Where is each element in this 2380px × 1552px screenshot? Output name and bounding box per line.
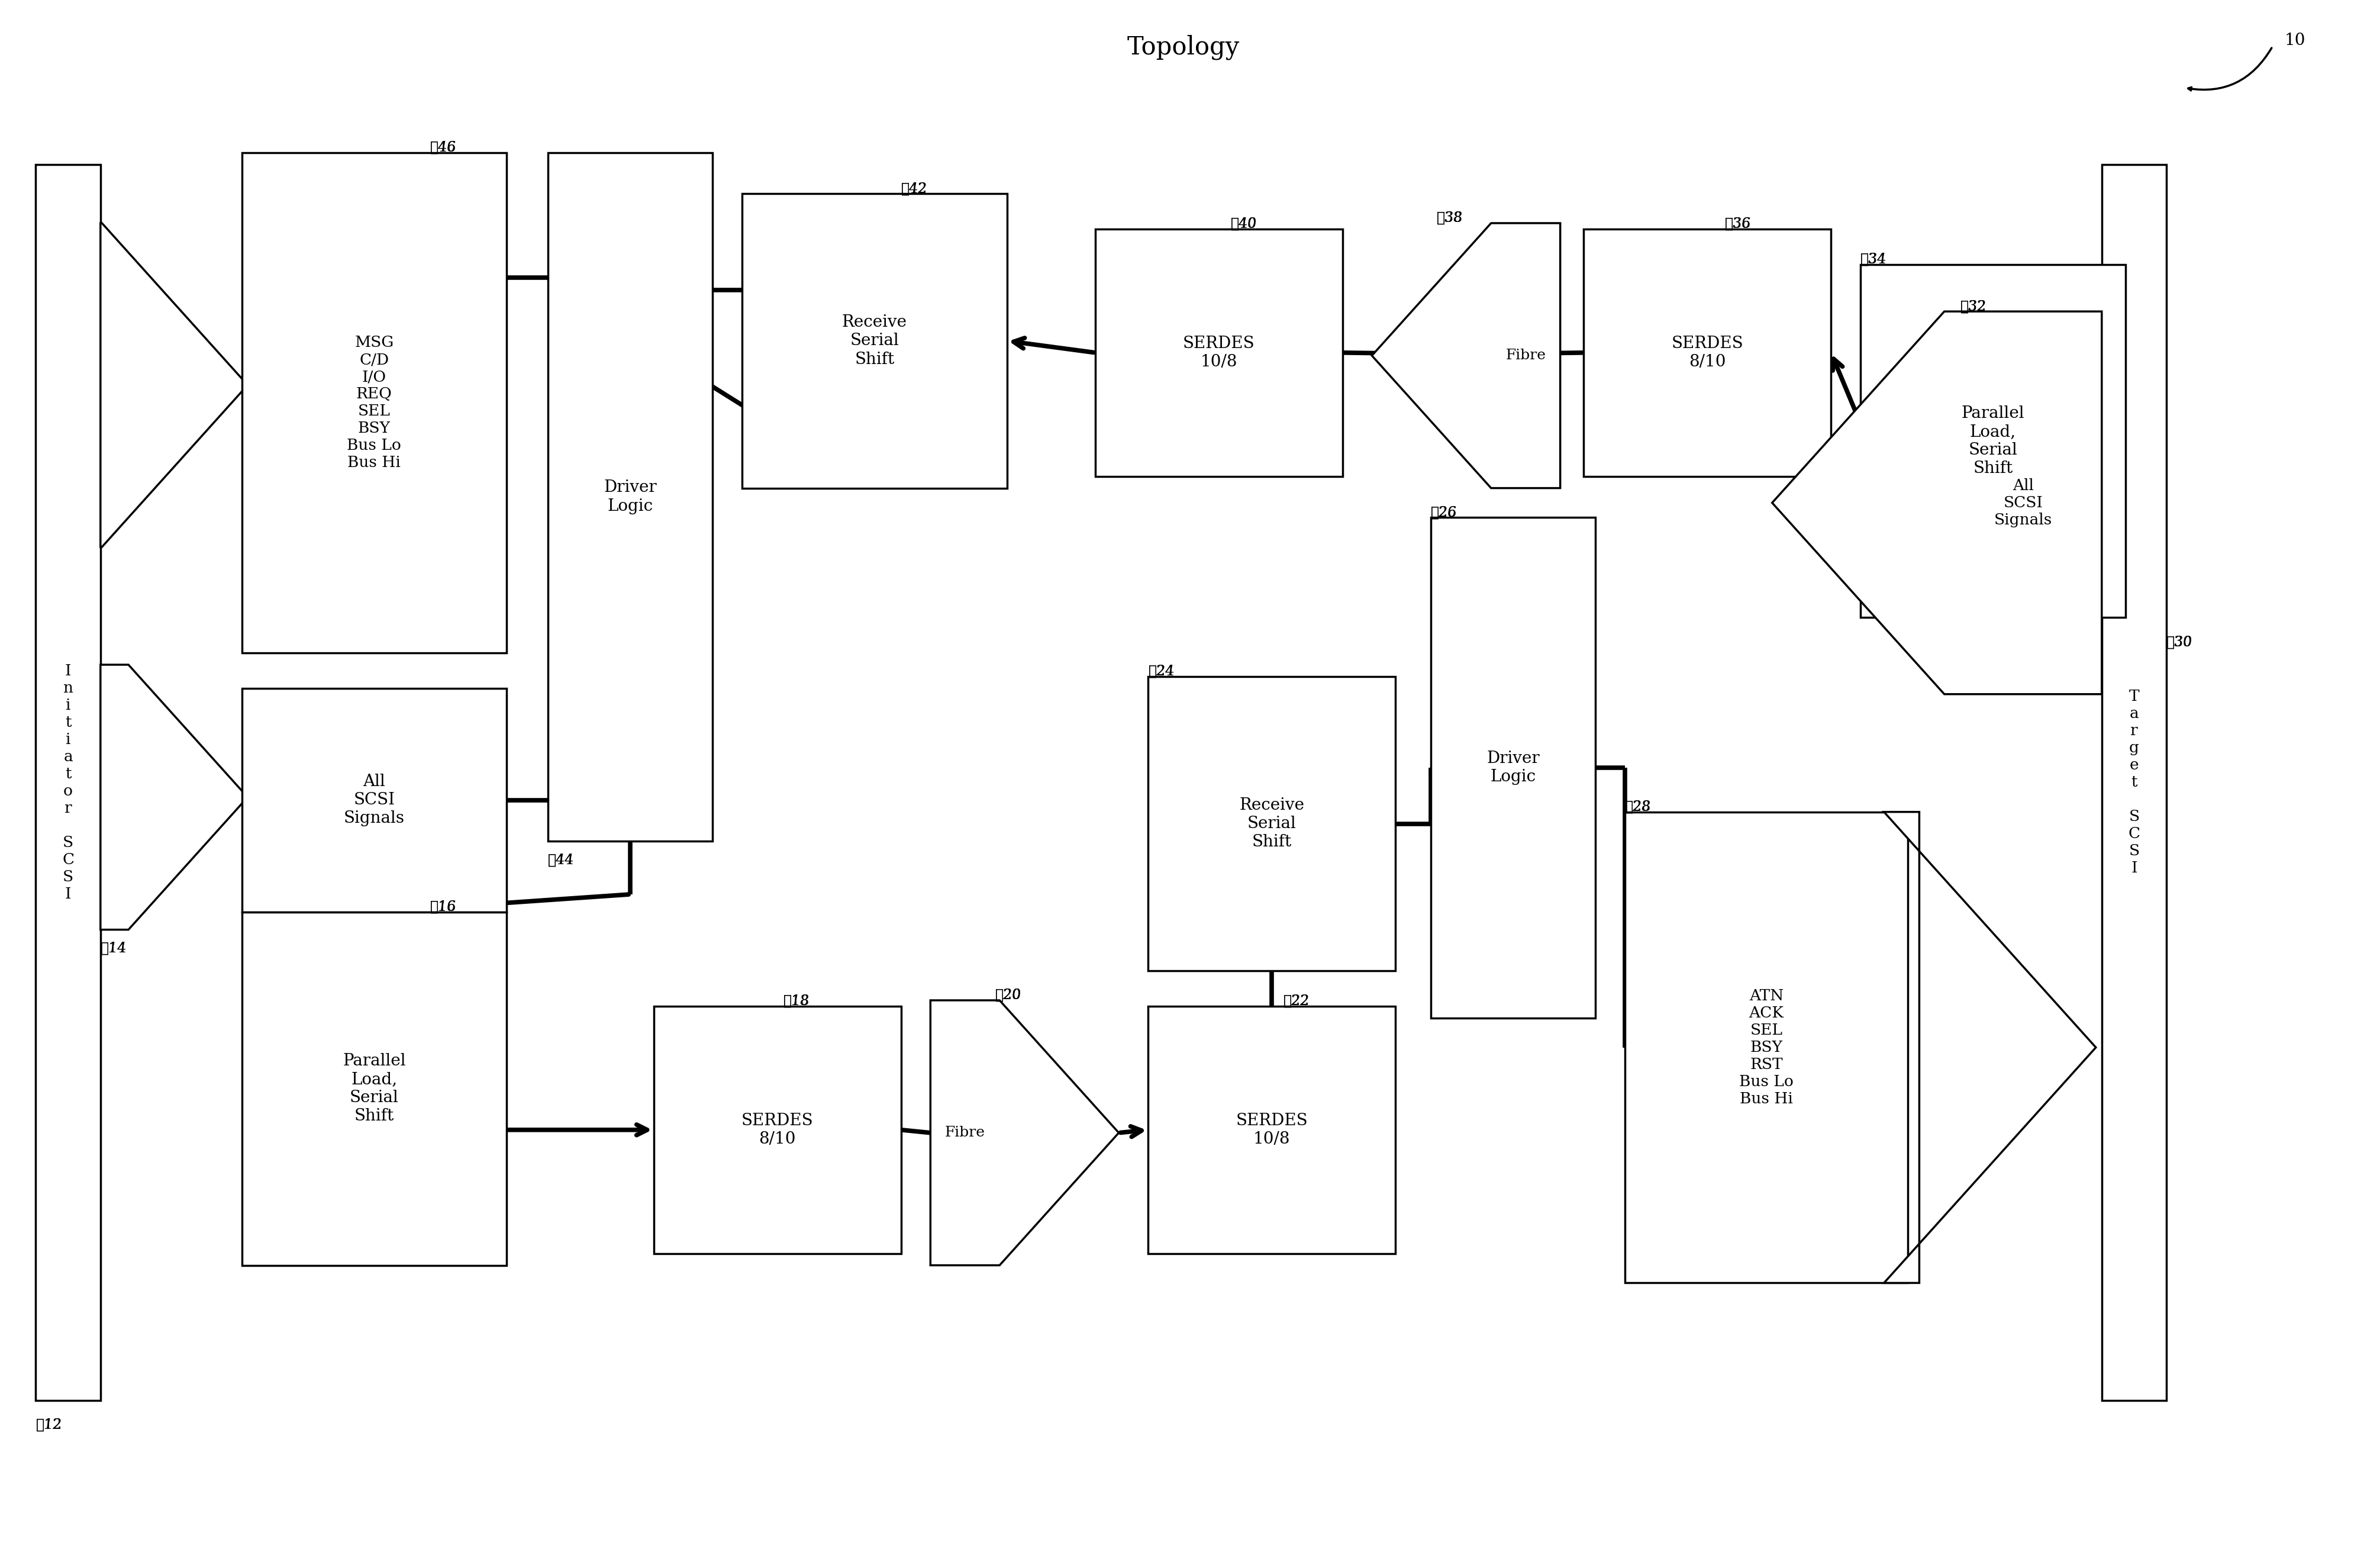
FancyBboxPatch shape [1626,812,1906,1284]
Text: ⎰36: ⎰36 [1725,217,1752,231]
Text: I
n
i
t
i
a
t
o
r
 
S
C
S
I: I n i t i a t o r S C S I [62,664,74,902]
Text: ⎰38: ⎰38 [1438,211,1464,225]
FancyBboxPatch shape [36,165,100,1401]
Text: ⎰42: ⎰42 [902,182,928,196]
FancyBboxPatch shape [1095,230,1342,476]
Text: Parallel
Load,
Serial
Shift: Parallel Load, Serial Shift [343,1052,405,1124]
FancyBboxPatch shape [655,1006,902,1254]
Text: ⎰24: ⎰24 [1147,664,1173,678]
Text: ⎰32: ⎰32 [1961,300,1987,314]
Text: ⎰30: ⎰30 [2166,635,2192,649]
Text: ⎰12: ⎰12 [36,1419,62,1432]
Text: SERDES
8/10: SERDES 8/10 [743,1113,814,1147]
Text: Fibre: Fibre [945,1127,985,1139]
Text: Receive
Serial
Shift: Receive Serial Shift [843,315,907,368]
Text: ⎰40: ⎰40 [1230,217,1257,231]
Text: ⎰30: ⎰30 [2166,635,2192,649]
Text: All
SCSI
Signals: All SCSI Signals [1994,478,2052,528]
Text: ⎰16: ⎰16 [431,900,457,914]
FancyBboxPatch shape [743,194,1007,487]
FancyBboxPatch shape [1147,677,1395,972]
FancyBboxPatch shape [1430,517,1595,1018]
Text: ⎰46: ⎰46 [431,141,457,154]
Text: ⎰38: ⎰38 [1438,211,1464,225]
Text: Receive
Serial
Shift: Receive Serial Shift [1240,798,1304,850]
Polygon shape [1773,312,2102,694]
Text: ⎰42: ⎰42 [902,182,928,196]
Text: Topology: Topology [1128,34,1240,61]
Text: Driver
Logic: Driver Logic [605,480,657,514]
Polygon shape [931,1001,1119,1265]
Text: Fibre: Fibre [1507,349,1545,363]
Text: ⎰20: ⎰20 [995,989,1021,1003]
Text: ⎰28: ⎰28 [1626,801,1652,813]
Text: Parallel
Load,
Serial
Shift: Parallel Load, Serial Shift [1961,405,2025,476]
Text: ⎰14: ⎰14 [100,942,126,954]
Text: ⎰24: ⎰24 [1147,664,1173,678]
Text: ⎰16: ⎰16 [431,900,457,914]
FancyBboxPatch shape [547,152,712,841]
Text: ⎰34: ⎰34 [1861,253,1887,267]
Text: MSG
C/D
I/O
REQ
SEL
BSY
Bus Lo
Bus Hi: MSG C/D I/O REQ SEL BSY Bus Lo Bus Hi [347,335,402,470]
Text: ⎰22: ⎰22 [1283,995,1309,1009]
Text: ⎰44: ⎰44 [547,854,574,866]
Polygon shape [1885,812,2097,1284]
Text: ⎰18: ⎰18 [783,995,809,1009]
Text: ⎰22: ⎰22 [1283,995,1309,1009]
Text: ⎰44: ⎰44 [547,854,574,866]
Text: ⎰36: ⎰36 [1725,217,1752,231]
FancyBboxPatch shape [1583,230,1830,476]
Text: ⎰46: ⎰46 [431,141,457,154]
Text: All
SCSI
Signals: All SCSI Signals [343,774,405,827]
Text: SERDES
10/8: SERDES 10/8 [1183,335,1254,369]
FancyBboxPatch shape [1861,264,2125,618]
Text: ⎰18: ⎰18 [783,995,809,1009]
Text: ⎰40: ⎰40 [1230,217,1257,231]
Text: ⎰26: ⎰26 [1430,506,1457,520]
Text: Driver
Logic: Driver Logic [1488,751,1540,785]
FancyBboxPatch shape [2102,165,2166,1401]
Polygon shape [100,664,248,930]
Text: 10: 10 [2285,33,2306,48]
Text: ⎰14: ⎰14 [100,942,126,954]
FancyBboxPatch shape [243,913,507,1265]
Text: ⎰12: ⎰12 [36,1419,62,1432]
Text: ⎰28: ⎰28 [1626,801,1652,813]
Text: T
a
r
g
e
t
 
S
C
S
I: T a r g e t S C S I [2128,689,2140,875]
Polygon shape [100,223,248,546]
Text: ⎰26: ⎰26 [1430,506,1457,520]
FancyBboxPatch shape [1147,1006,1395,1254]
Text: ATN
ACK
SEL
BSY
RST
Bus Lo
Bus Hi: ATN ACK SEL BSY RST Bus Lo Bus Hi [1740,989,1795,1107]
Text: ⎰20: ⎰20 [995,989,1021,1003]
Text: SERDES
10/8: SERDES 10/8 [1235,1113,1307,1147]
FancyBboxPatch shape [243,152,507,653]
Text: ⎰34: ⎰34 [1861,253,1887,267]
Polygon shape [1371,223,1561,487]
Text: SERDES
8/10: SERDES 8/10 [1671,335,1745,369]
Text: ⎰32: ⎰32 [1961,300,1987,314]
FancyBboxPatch shape [243,688,507,913]
